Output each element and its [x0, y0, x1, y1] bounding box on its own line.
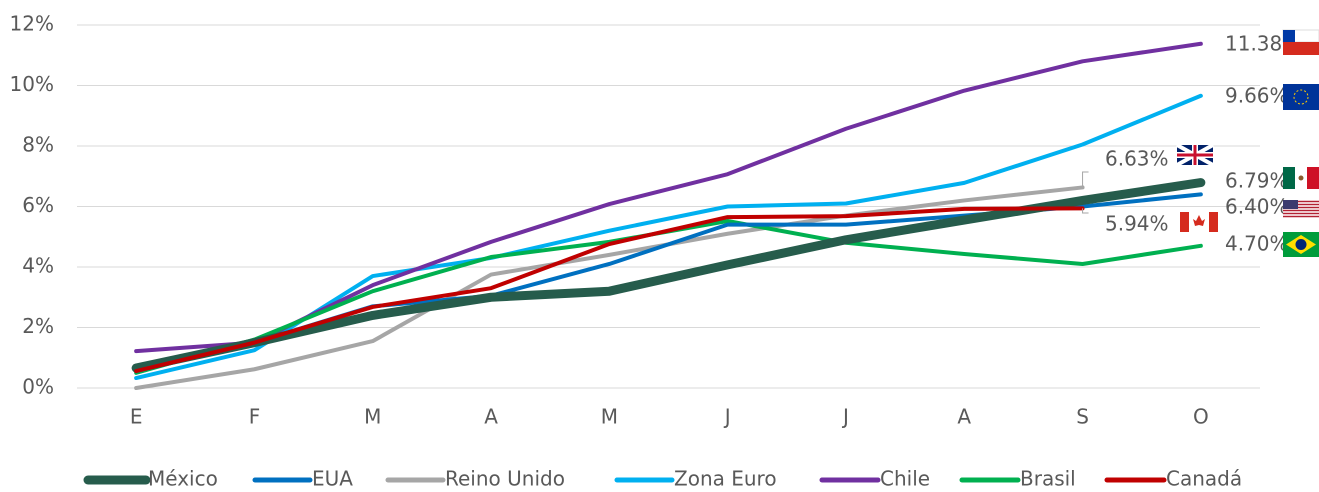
- leader-line: [1082, 208, 1089, 214]
- legend-label: Chile: [880, 467, 930, 491]
- legend-label: Zona Euro: [674, 467, 777, 491]
- y-tick-label: 8%: [22, 133, 54, 157]
- y-tick-label: 4%: [22, 254, 54, 278]
- data-label: 6.40%: [1225, 195, 1289, 219]
- legend-label: Canadá: [1166, 467, 1242, 491]
- y-tick-label: 0%: [22, 375, 54, 399]
- data-label: 6.79%: [1225, 169, 1289, 193]
- x-tick-label: M: [601, 405, 618, 429]
- flag-uk: [1176, 143, 1214, 167]
- series-line: [134, 185, 1085, 390]
- data-label: 6.63%: [1105, 147, 1169, 171]
- legend-label: EUA: [312, 467, 353, 491]
- y-tick-label: 12%: [10, 12, 54, 36]
- y-tick-label: 10%: [10, 72, 54, 96]
- x-tick-label: O: [1193, 405, 1209, 429]
- flag-brazil: [1283, 232, 1319, 257]
- flag-canada: [1180, 212, 1218, 232]
- legend-label: Brasil: [1020, 467, 1076, 491]
- x-tick-label: F: [249, 405, 261, 429]
- leader-line: [1082, 171, 1089, 188]
- data-label: 4.70%: [1225, 232, 1289, 256]
- x-tick-label: A: [484, 405, 498, 429]
- data-label: 5.94%: [1105, 212, 1169, 236]
- flag-eu: [1283, 84, 1319, 110]
- flag-chile: [1282, 29, 1319, 55]
- flag-mexico: [1283, 167, 1319, 189]
- legend-label: México: [148, 467, 218, 491]
- x-tick-label: E: [130, 405, 143, 429]
- series-line: [134, 206, 1085, 374]
- flag-usa: [1283, 200, 1319, 218]
- y-tick-label: 6%: [22, 193, 54, 217]
- series-line: [134, 41, 1203, 354]
- x-tick-label: M: [364, 405, 381, 429]
- x-tick-label: A: [957, 405, 971, 429]
- x-tick-label: J: [841, 405, 849, 429]
- y-tick-label: 2%: [22, 314, 54, 338]
- series-line: [134, 192, 1203, 374]
- x-tick-label: S: [1076, 405, 1089, 429]
- legend-label: Reino Unido: [445, 467, 565, 491]
- flags: [1176, 29, 1319, 257]
- x-tick-label: J: [723, 405, 731, 429]
- data-label: 9.66%: [1225, 84, 1289, 108]
